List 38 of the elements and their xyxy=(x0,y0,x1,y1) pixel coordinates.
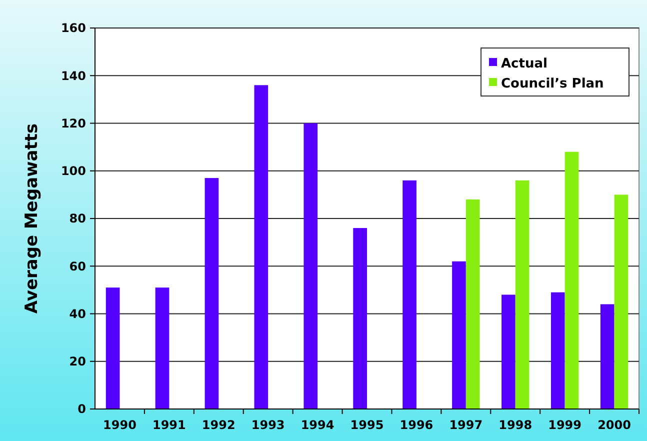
bar xyxy=(515,180,530,409)
bar xyxy=(353,228,367,409)
bar xyxy=(402,180,416,409)
bar xyxy=(466,199,480,409)
x-tick-label: 1997 xyxy=(449,418,483,432)
y-tick-label: 60 xyxy=(69,259,86,274)
bar xyxy=(614,194,628,409)
legend-label: Council’s Plan xyxy=(501,76,604,92)
bar xyxy=(564,152,579,409)
bar xyxy=(155,288,170,409)
x-tick-label: 1995 xyxy=(350,418,384,432)
bar xyxy=(254,85,268,409)
y-tick-label: 40 xyxy=(69,306,86,321)
bar xyxy=(452,261,466,409)
y-tick-label: 160 xyxy=(60,21,86,36)
bar xyxy=(550,292,565,409)
y-tick-label: 120 xyxy=(60,116,86,130)
x-tick-label: 1993 xyxy=(251,418,285,432)
bar xyxy=(106,288,120,409)
bar xyxy=(502,294,516,409)
x-tick-label: 1990 xyxy=(103,418,136,432)
y-axis-title: Average Megawatts xyxy=(22,123,42,314)
y-tick-label: 140 xyxy=(60,68,86,83)
x-tick-label: 1992 xyxy=(202,418,236,432)
bar xyxy=(304,123,318,409)
x-tick-label: 1996 xyxy=(400,418,434,432)
x-tick-label: 1991 xyxy=(152,418,186,432)
y-tick-label: 80 xyxy=(69,212,86,226)
bar xyxy=(600,304,614,409)
x-tick-label: 1994 xyxy=(300,418,334,432)
legend-label: Actual xyxy=(501,56,548,72)
x-tick-label: 2000 xyxy=(598,418,631,432)
x-tick-label: 1998 xyxy=(498,418,532,432)
bar xyxy=(204,178,219,409)
y-tick-label: 0 xyxy=(78,402,86,416)
y-tick-label: 20 xyxy=(69,354,86,369)
y-tick-label: 100 xyxy=(60,164,86,178)
x-tick-label: 1999 xyxy=(548,418,582,432)
